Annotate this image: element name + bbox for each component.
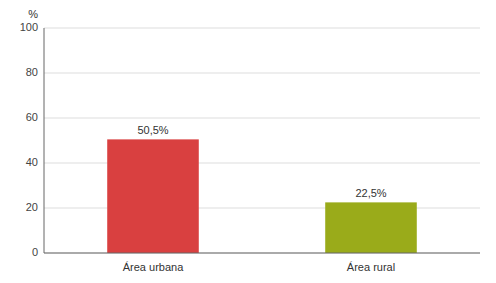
y-tick-label: 40 bbox=[26, 156, 38, 168]
grid-line bbox=[44, 73, 480, 74]
grid-line bbox=[44, 28, 480, 29]
y-tick-label: 100 bbox=[20, 21, 38, 33]
y-tick-label: 0 bbox=[32, 246, 38, 258]
x-tick-label: Área rural bbox=[347, 261, 395, 273]
y-tick-label: 80 bbox=[26, 66, 38, 78]
y-tick-label: 60 bbox=[26, 111, 38, 123]
chart: 0 20 40 60 80 100% 50,5% 22,5% Área urbana Área r… bbox=[0, 0, 496, 283]
y-axis-line bbox=[44, 28, 45, 253]
bar bbox=[107, 139, 199, 253]
x-axis-line bbox=[44, 253, 480, 254]
x-tick-label: Área urbana bbox=[123, 261, 184, 273]
data-labels: 50,5% 22,5% bbox=[137, 124, 386, 199]
y-axis: 0 20 40 60 80 100 bbox=[20, 21, 480, 258]
bar bbox=[325, 202, 417, 253]
grid-line bbox=[44, 253, 480, 254]
data-label: 22,5% bbox=[355, 187, 386, 199]
chart-container: 0 20 40 60 80 100% 50,5% 22,5% Área urbana Área r… bbox=[0, 0, 496, 283]
grid-line bbox=[44, 118, 480, 119]
bars bbox=[107, 139, 417, 253]
data-label: 50,5% bbox=[137, 124, 168, 136]
y-axis-label: % bbox=[28, 8, 38, 20]
y-tick-label: 20 bbox=[26, 201, 38, 213]
x-axis: Área urbana Área rural bbox=[123, 261, 395, 273]
